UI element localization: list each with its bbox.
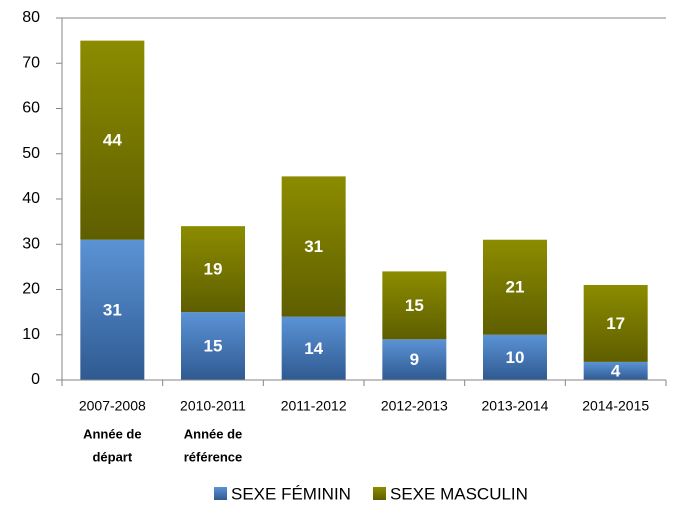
x-tick-label: 2007-2008	[79, 398, 146, 414]
legend-swatch	[373, 487, 386, 500]
value-label: 44	[103, 131, 122, 150]
value-label: 15	[405, 296, 424, 315]
value-label: 15	[204, 337, 223, 356]
legend-label: SEXE MASCULIN	[390, 484, 528, 503]
bar-segment	[181, 226, 245, 313]
value-label: 31	[304, 237, 323, 256]
x-tick-label: 2014-2015	[582, 398, 649, 414]
bar-segment	[382, 339, 447, 380]
legend-label: SEXE FÉMININ	[231, 484, 351, 503]
value-label: 9	[410, 350, 419, 369]
bar-segment	[80, 239, 145, 380]
bar-segment	[483, 334, 547, 380]
value-label: 21	[506, 278, 525, 297]
value-label: 31	[103, 300, 122, 319]
annotation: référence	[184, 449, 243, 464]
y-tick-label: 40	[22, 190, 40, 207]
y-tick-label: 30	[22, 235, 40, 252]
bar-segment	[281, 316, 346, 380]
bar-segment	[382, 271, 447, 340]
y-tick-label: 80	[22, 9, 40, 26]
y-tick-label: 10	[22, 326, 40, 343]
y-tick-label: 70	[22, 54, 40, 71]
value-label: 10	[506, 348, 525, 367]
y-tick-label: 60	[22, 100, 40, 117]
bar-segment	[181, 312, 245, 380]
bar-segment	[281, 176, 346, 317]
bar-segment	[80, 40, 145, 240]
y-tick-label: 0	[31, 371, 40, 388]
value-label: 19	[204, 260, 223, 279]
value-label: 4	[611, 361, 621, 380]
value-label: 17	[606, 314, 625, 333]
y-tick-label: 50	[22, 145, 40, 162]
annotation: Année de	[184, 426, 243, 441]
x-tick-label: 2011-2012	[281, 398, 347, 414]
x-tick-label: 2010-2011	[180, 398, 246, 414]
y-tick-label: 20	[22, 281, 40, 298]
x-tick-label: 2013-2014	[482, 398, 549, 414]
bar-segment	[583, 361, 648, 380]
legend-swatch	[214, 487, 227, 500]
bar-segment	[483, 239, 547, 335]
annotation: départ	[92, 449, 132, 464]
x-tick-label: 2012-2013	[381, 398, 448, 414]
annotation: Année de	[83, 426, 142, 441]
value-label: 14	[304, 339, 323, 358]
bar-segment	[583, 284, 648, 362]
